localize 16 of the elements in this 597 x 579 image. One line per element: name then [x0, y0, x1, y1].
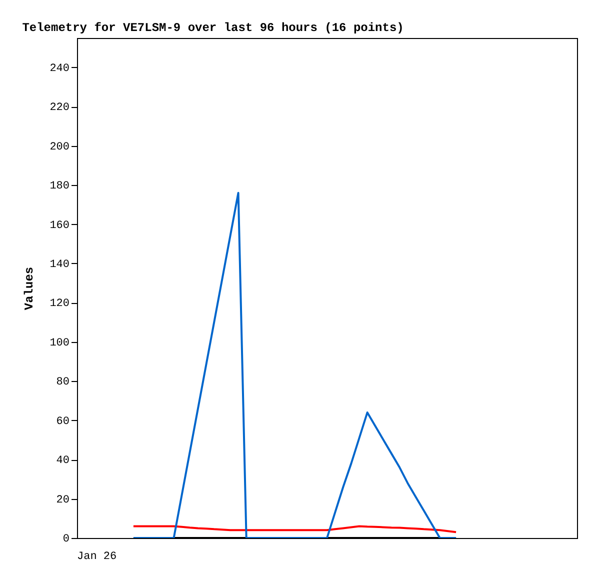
y-axis-title: Values [22, 266, 37, 310]
y-tick-label: 40 [56, 455, 70, 468]
y-tick-label: 140 [50, 258, 70, 271]
y-tick-label: 60 [56, 416, 70, 428]
y-tick-label: 100 [50, 337, 70, 350]
y-tick-label: 20 [56, 494, 70, 506]
y-tick-label: 80 [56, 376, 70, 389]
y-tick-label: 120 [50, 298, 70, 310]
y-tick-label: 200 [50, 141, 70, 154]
y-tick-label: 220 [50, 102, 70, 114]
y-tick-label: 0 [62, 534, 70, 546]
y-tick-label: 240 [50, 62, 70, 75]
y-tick-label: 160 [50, 220, 70, 232]
y-tick-label: 180 [50, 180, 70, 193]
chart-title: Telemetry for VE7LSM-9 over last 96 hours (16 points) [22, 21, 404, 35]
text: Jan 26 [77, 551, 117, 563]
